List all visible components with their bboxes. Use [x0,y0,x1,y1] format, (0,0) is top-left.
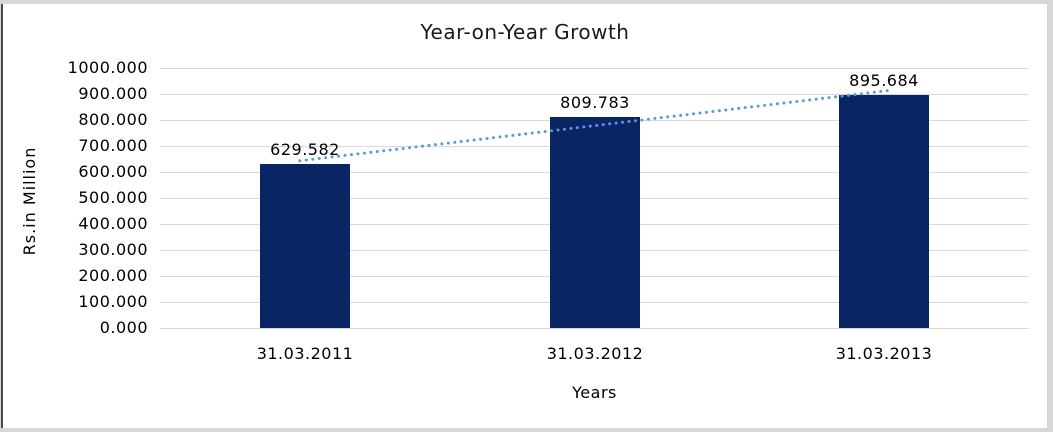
y-tick-label: 600.000 [78,162,148,181]
y-tick-label: 400.000 [78,214,148,233]
y-tick-label: 900.000 [78,84,148,103]
x-tick-label: 31.03.2013 [835,344,933,363]
chart-frame: Year-on-Year Growth Rs.in Million 1000.0… [1,4,1047,428]
y-tick-label: 700.000 [78,136,148,155]
bar-31.03.2013 [839,95,929,328]
x-axis-title: Years [572,383,617,402]
bar-31.03.2012 [550,117,640,328]
gridline [160,328,1029,329]
bar-value-label: 629.582 [270,140,340,159]
y-axis-title: Rs.in Million [20,146,39,256]
y-tick-label: 800.000 [78,110,148,129]
gridline [160,68,1029,69]
x-tick-label: 31.03.2011 [256,344,354,363]
bar-value-label: 895.684 [849,71,919,90]
y-tick-label: 300.000 [78,240,148,259]
gridline [160,94,1029,95]
trendline-dotted [298,88,894,163]
y-tick-label: 0.000 [99,318,148,337]
y-tick-label: 200.000 [78,266,148,285]
chart-title: Year-on-Year Growth [420,20,630,44]
trendline [298,88,894,163]
y-tick-label: 100.000 [78,292,148,311]
bar-31.03.2011 [260,164,350,328]
plot-area: 629.582 809.783 895.684 [160,68,1029,329]
bar-value-label: 809.783 [560,93,630,112]
y-tick-label: 500.000 [78,188,148,207]
x-tick-label: 31.03.2012 [546,344,644,363]
y-tick-label: 1000.000 [67,58,148,77]
